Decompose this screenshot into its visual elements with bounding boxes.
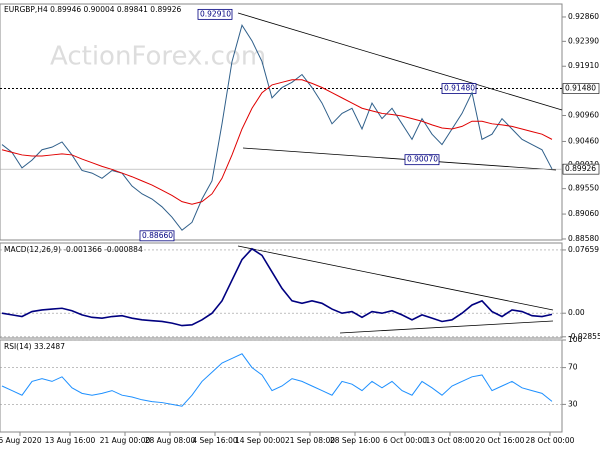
- trendline: [242, 147, 557, 171]
- trendline: [339, 320, 554, 334]
- price-frame: [0, 3, 563, 241]
- annotation-box: [139, 230, 175, 242]
- x-tick-label: 6 Oct 00:00: [383, 436, 427, 445]
- y-tick-label: 0.90460: [568, 136, 599, 145]
- annotation: 0.91480: [444, 84, 475, 93]
- x-tick-label: 28 Sep 16:00: [330, 436, 380, 445]
- y-tick-label: 0.88580: [568, 234, 599, 243]
- current-label: 0.89926: [565, 164, 596, 173]
- annotation-box: [441, 83, 477, 94]
- y-tick-label: 100: [568, 335, 583, 344]
- x-tick-label: 28 Aug 08:00: [145, 436, 196, 445]
- x-tick-label: 28 Oct 00:00: [526, 436, 575, 445]
- y-tick-label: 0.89550: [568, 184, 599, 193]
- watermark: ActionForex.com: [50, 42, 266, 72]
- y-tick-label: 0.92860: [568, 12, 599, 21]
- y-tick-label: 0.92390: [568, 36, 599, 45]
- series-line: [1, 353, 553, 407]
- trendline: [237, 245, 554, 311]
- series-line: [1, 247, 553, 327]
- annotation: 0.88660: [142, 231, 173, 240]
- panel-title: RSI(14) 33.2487: [4, 342, 65, 351]
- y-tick-label: 0.90960: [568, 111, 599, 120]
- series-line: [1, 24, 553, 231]
- panel-title: MACD(12,26,9) -0.001366 -0.000884: [4, 245, 143, 254]
- x-tick-label: 21 Sep 08:00: [285, 436, 335, 445]
- x-tick-label: 14 Sep 00:00: [235, 436, 285, 445]
- y-tick-label: 0.07659: [568, 245, 599, 254]
- x-tick-label: 6 Aug 2020: [0, 436, 42, 445]
- y-tick-label: 0.89060: [568, 209, 599, 218]
- annotation-box: [197, 8, 233, 20]
- macd-frame: [0, 242, 563, 339]
- series-line: [1, 79, 553, 205]
- trendline: [237, 12, 563, 111]
- x-tick-label: 20 Oct 16:00: [476, 436, 525, 445]
- y-tick-label: 0.00: [568, 308, 585, 317]
- x-tick-label: 4 Sep 16:00: [192, 436, 238, 445]
- annotation: 0.90070: [407, 155, 438, 164]
- annotation-box: [404, 154, 440, 166]
- level-box: [562, 83, 600, 94]
- x-tick-label: 13 Oct 08:00: [426, 436, 475, 445]
- x-tick-label: 21 Aug 00:00: [100, 436, 151, 445]
- y-tick-label: 30: [568, 399, 578, 408]
- level-label: 0.91480: [565, 84, 596, 93]
- header: EURGBP,H4 0.89946 0.90004 0.89841 0.8992…: [4, 5, 182, 14]
- annotation: 0.92910: [200, 9, 231, 18]
- x-tick-label: 13 Aug 16:00: [45, 436, 96, 445]
- y-tick-label: -0.02855: [568, 332, 600, 341]
- current-box: [562, 163, 600, 175]
- y-tick-label: 0.91910: [568, 61, 599, 70]
- y-tick-label: 70: [568, 363, 578, 372]
